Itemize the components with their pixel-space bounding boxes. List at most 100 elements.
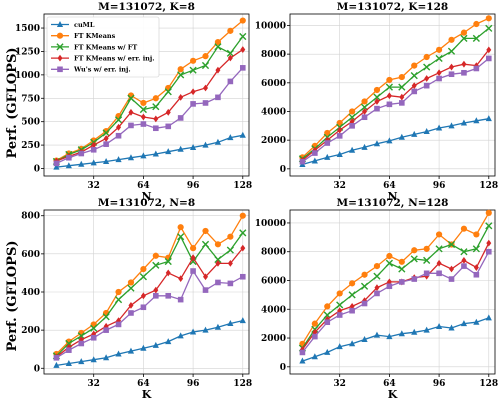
y-tick-label: 2000 — [261, 334, 286, 344]
data-point — [473, 20, 480, 28]
data-point — [447, 240, 456, 249]
data-point — [472, 34, 480, 42]
x-tick-label: 96 — [433, 379, 446, 389]
series-line — [56, 49, 244, 162]
data-point — [103, 127, 110, 135]
data-point — [203, 273, 209, 281]
legend-entry-ft-kmeans-w-ft: FT KMeans w/ FT — [51, 43, 137, 51]
series-ft-kmeans — [299, 15, 492, 161]
data-point — [177, 115, 184, 121]
data-point — [53, 361, 60, 368]
chart-panel-2: M=131072, K=128 0 2000 4000 6000 8000 10000 32 6… — [255, 1, 498, 203]
data-point — [398, 83, 406, 91]
data-point — [336, 343, 343, 350]
series-line — [301, 242, 490, 350]
data-point — [460, 29, 468, 36]
legend-label: FT KMeans w/ err. inj. — [74, 55, 155, 63]
data-point — [215, 94, 221, 101]
data-point — [374, 290, 380, 297]
data-point — [324, 348, 331, 355]
y-tick-label: 1250 — [15, 47, 40, 57]
data-point — [410, 255, 418, 263]
data-point — [202, 287, 209, 293]
chart-panel-3: M=131072, N=8 0 200 400 600 800 32 64 96 128 K — [21, 197, 252, 401]
data-point — [460, 225, 468, 232]
series-wu-s-w-err-inj — [299, 55, 492, 165]
data-point — [165, 269, 171, 277]
data-point — [115, 321, 122, 328]
data-point — [435, 54, 443, 63]
data-point — [189, 245, 197, 252]
data-point — [128, 310, 134, 316]
series-line — [301, 251, 490, 353]
data-point — [102, 313, 110, 321]
legend-marker — [57, 66, 63, 73]
chart-title: M=131072, N=128 — [337, 197, 449, 209]
data-point — [436, 270, 442, 277]
data-point — [361, 271, 368, 278]
series-cuml — [53, 317, 246, 368]
y-tick-label: 0 — [34, 165, 40, 175]
x-tick-label: 64 — [383, 379, 396, 389]
data-point — [435, 245, 443, 253]
data-point — [189, 143, 197, 150]
data-point — [227, 259, 233, 267]
series-wu-s-w-err-inj — [299, 248, 492, 356]
data-point — [152, 252, 159, 259]
data-point — [103, 327, 109, 333]
data-point — [201, 61, 210, 70]
data-point — [177, 71, 185, 79]
data-point — [190, 88, 196, 96]
x-tick-label: 128 — [233, 379, 252, 389]
data-point — [349, 108, 356, 115]
x-axis-label: N — [141, 190, 151, 203]
series-ft-kmeans — [299, 209, 492, 347]
plot-frame — [289, 13, 496, 177]
series-line — [56, 269, 244, 359]
data-point — [127, 347, 135, 354]
data-point — [411, 247, 418, 254]
y-tick-label: 600 — [21, 250, 40, 260]
data-point — [473, 264, 479, 271]
data-point — [411, 82, 417, 90]
series-ft-kmeans-w-err-inj — [299, 239, 492, 353]
data-point — [65, 162, 72, 169]
data-point — [436, 69, 442, 77]
data-point — [90, 146, 97, 153]
data-point — [177, 224, 184, 231]
data-point — [78, 150, 85, 157]
data-point — [53, 163, 60, 170]
data-point — [361, 114, 368, 121]
data-point — [66, 347, 72, 353]
data-point — [435, 323, 443, 330]
series-line — [302, 118, 489, 166]
data-point — [115, 288, 122, 296]
data-point — [423, 326, 430, 333]
data-point — [374, 105, 380, 112]
data-point — [103, 157, 110, 164]
data-point — [448, 276, 455, 282]
data-point — [115, 350, 122, 357]
data-point — [153, 125, 159, 132]
data-point — [435, 231, 443, 238]
data-point — [336, 301, 344, 309]
series-line — [56, 67, 244, 164]
legend-marker — [56, 21, 64, 27]
data-point — [227, 54, 233, 62]
data-point — [202, 326, 209, 333]
data-point — [485, 222, 493, 230]
y-tick-label: 10000 — [255, 21, 286, 31]
data-point — [165, 108, 171, 116]
series-line — [302, 317, 490, 362]
chart-panel-4: M=131072, N=128 0 2000 4000 6000 8000 10000 32 6… — [255, 197, 498, 401]
data-point — [239, 273, 246, 280]
series-wu-s-w-err-inj — [53, 65, 246, 167]
series-line — [56, 134, 243, 168]
x-tick-label: 32 — [333, 379, 346, 389]
data-point — [103, 135, 109, 142]
data-point — [311, 157, 318, 164]
data-point — [323, 311, 331, 319]
data-point — [423, 128, 430, 135]
data-point — [202, 141, 209, 148]
data-point — [324, 153, 331, 160]
